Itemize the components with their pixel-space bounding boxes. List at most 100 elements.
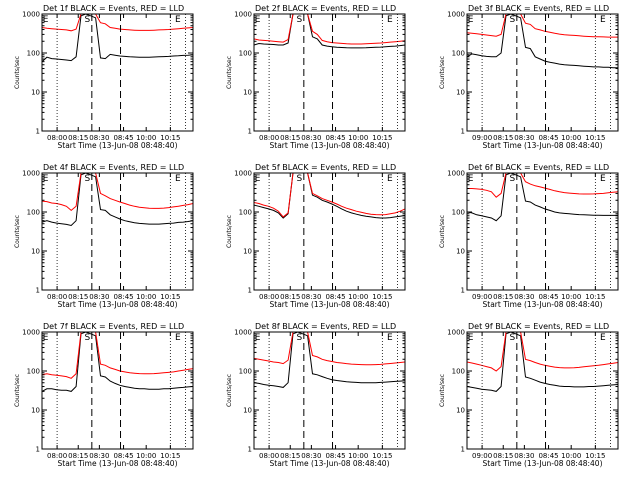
- events-series-line: [466, 172, 618, 222]
- y-tick-label: 10: [243, 89, 252, 97]
- y-axis-label: Counts/sec: [226, 56, 233, 89]
- region-marker-label: S: [84, 333, 90, 343]
- plot-frame: [466, 172, 619, 291]
- x-tick-label: 08:30: [89, 452, 109, 460]
- x-tick-label: 10:00: [561, 452, 581, 460]
- region-marker-label: E: [43, 15, 49, 25]
- panel-title: Det 5f BLACK = Events, RED = LLD: [255, 163, 396, 172]
- y-tick-label: 1: [248, 446, 252, 454]
- y-tick-label: 10: [456, 89, 465, 97]
- y-tick-label: 1: [461, 128, 465, 136]
- x-tick-label: 08:45: [113, 452, 133, 460]
- chart-panel-8: 1 10 100 1000 08:00 08:15 08:30 08:45 10:00 10:15…: [226, 322, 406, 468]
- y-tick-label: 1000: [22, 329, 40, 337]
- y-tick-label: 1: [36, 128, 40, 136]
- x-tick-label: 08:45: [113, 134, 133, 142]
- lld-series-line: [467, 172, 619, 198]
- chart-panel-7: 1 10 100 1000 08:00 08:15 08:30 08:45 10:00 10:15…: [14, 322, 194, 468]
- y-axis-label: Counts/sec: [439, 56, 446, 89]
- y-tick-label: 1000: [234, 170, 252, 178]
- y-axis-label: Counts/sec: [14, 215, 21, 248]
- x-tick-label: 08:45: [325, 452, 345, 460]
- chart-panel-4: 1 10 100 1000 08:00 08:15 08:30 08:45 10:00 10:15…: [14, 163, 194, 309]
- x-tick-label: 10:15: [372, 134, 392, 142]
- region-marker-label: E: [387, 333, 393, 343]
- y-tick-label: 100: [239, 209, 252, 217]
- region-marker-label: S: [84, 174, 90, 184]
- y-tick-label: 1: [461, 446, 465, 454]
- panel-title: Det 4f BLACK = Events, RED = LLD: [43, 163, 184, 172]
- x-axis-label: Start Time (13-Jun-08 08:48:40): [58, 459, 178, 468]
- events-series-line: [41, 331, 194, 392]
- events-series-line: [466, 331, 619, 392]
- y-tick-label: 1000: [22, 11, 40, 19]
- panel-title: Det 8f BLACK = Events, RED = LLD: [255, 322, 396, 331]
- x-tick-label: 08:15: [493, 452, 513, 460]
- y-tick-label: 10: [456, 248, 465, 256]
- x-tick-label: 10:15: [160, 134, 180, 142]
- lld-series-line: [253, 13, 406, 45]
- x-axis-label: Start Time (13-Jun-08 08:48:40): [58, 141, 178, 150]
- region-marker-label: E: [600, 333, 606, 343]
- x-tick-label: 08:45: [113, 293, 133, 301]
- y-tick-label: 100: [27, 368, 40, 376]
- y-tick-label: 1: [461, 287, 465, 295]
- x-tick-label: 08:15: [493, 293, 513, 301]
- chart-panel-1: 1 10 100 1000 08:00 08:15 08:30 08:45 10:00 10:15…: [14, 4, 194, 150]
- x-tick-label: 10:15: [372, 293, 392, 301]
- x-tick-label: 08:30: [514, 134, 534, 142]
- y-tick-label: 10: [31, 407, 40, 415]
- region-marker-label: E: [175, 15, 181, 25]
- x-tick-label: 09:00: [472, 293, 492, 301]
- region-marker-label: E: [468, 333, 474, 343]
- y-tick-label: 1: [248, 128, 252, 136]
- chart-panel-9: 1 10 100 1000 09:00 08:15 08:30 08:45 10:00 10:15…: [439, 322, 619, 468]
- x-tick-label: 08:15: [493, 134, 513, 142]
- events-series-line: [253, 13, 406, 49]
- plot-frame: [466, 13, 619, 132]
- y-axis-label: Counts/sec: [14, 56, 21, 89]
- lld-series-line: [41, 331, 194, 379]
- region-marker-label: E: [175, 333, 181, 343]
- x-tick-label: 10:00: [136, 134, 156, 142]
- x-tick-label: 08:00: [259, 134, 279, 142]
- x-tick-label: 10:15: [160, 293, 180, 301]
- y-tick-label: 1: [36, 287, 40, 295]
- y-axis-label: Counts/sec: [439, 374, 446, 407]
- events-series-line: [253, 331, 406, 388]
- events-series-line: [41, 13, 194, 63]
- x-tick-label: 10:15: [372, 452, 392, 460]
- y-axis-label: Counts/sec: [439, 215, 446, 248]
- x-tick-label: 08:30: [89, 134, 109, 142]
- y-tick-label: 10: [31, 248, 40, 256]
- plot-frame: [41, 331, 194, 450]
- y-tick-label: 10: [243, 248, 252, 256]
- x-tick-label: 10:15: [585, 293, 605, 301]
- panel-title: Det 7f BLACK = Events, RED = LLD: [43, 322, 184, 331]
- panel-title: Det 3f BLACK = Events, RED = LLD: [468, 4, 609, 13]
- x-axis-label: Start Time (13-Jun-08 08:48:40): [483, 459, 603, 468]
- lld-series-line: [253, 331, 406, 366]
- y-tick-label: 100: [27, 50, 40, 58]
- y-tick-label: 1000: [447, 329, 465, 337]
- region-marker-label: S: [296, 15, 302, 25]
- y-tick-label: 10: [456, 407, 465, 415]
- events-series-line: [466, 13, 618, 69]
- x-tick-label: 08:30: [514, 452, 534, 460]
- lld-series-line: [253, 172, 406, 218]
- chart-panel-3: 1 10 100 1000 09:00 08:15 08:30 08:45 10:00 10:15…: [439, 4, 619, 150]
- x-axis-label: Start Time (13-Jun-08 08:48:40): [483, 141, 603, 150]
- x-tick-label: 10:00: [348, 452, 368, 460]
- lld-series-line: [466, 13, 618, 38]
- x-tick-label: 08:30: [514, 293, 534, 301]
- panel-title: Det 6f BLACK = Events, RED = LLD: [468, 163, 609, 172]
- region-marker-label: E: [255, 174, 261, 184]
- panel-title: Det 1f BLACK = Events, RED = LLD: [43, 4, 184, 13]
- region-marker-label: E: [255, 333, 261, 343]
- events-series-line: [253, 172, 406, 219]
- plot-frame: [253, 172, 406, 291]
- region-marker-label: S: [509, 15, 515, 25]
- plot-frame: [41, 172, 194, 291]
- x-tick-label: 08:00: [47, 452, 67, 460]
- chart-panel-5: 1 10 100 1000 08:00 08:15 08:30 08:45 10:00 10:15…: [226, 163, 406, 309]
